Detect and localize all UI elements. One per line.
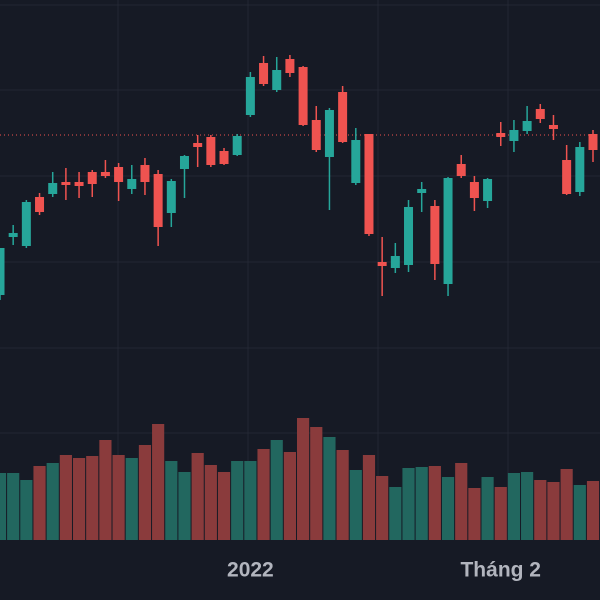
candle-body xyxy=(153,174,163,227)
candle-body xyxy=(0,248,5,295)
volume-bar xyxy=(86,456,99,540)
volume-bar xyxy=(244,461,257,540)
candle-body xyxy=(430,206,440,264)
volume-bar xyxy=(204,465,217,540)
candle-body xyxy=(114,167,124,182)
candle-body xyxy=(245,77,255,115)
x-tick-label: 2022 xyxy=(227,559,274,582)
volume-bar xyxy=(191,453,204,540)
candle-body xyxy=(285,59,295,73)
volume-bar xyxy=(534,480,547,540)
volume-bar xyxy=(283,452,296,540)
volume-bar xyxy=(59,455,72,540)
volume-bar xyxy=(468,488,481,540)
volume-bar xyxy=(507,473,521,540)
candle-body xyxy=(35,197,45,212)
candle-body xyxy=(404,207,414,265)
candle-body xyxy=(232,136,242,155)
candle-body xyxy=(193,143,203,147)
volume-bar xyxy=(415,467,428,540)
volume-bar xyxy=(270,440,283,540)
candle-body xyxy=(324,110,334,157)
volume-bar xyxy=(323,437,336,540)
candle-body xyxy=(219,151,229,164)
candle-body xyxy=(562,160,572,194)
candle-body xyxy=(298,67,308,125)
candle-body xyxy=(74,182,84,186)
volume-bar xyxy=(152,424,165,540)
candle-body xyxy=(377,262,387,266)
volume-bar xyxy=(336,450,349,540)
volume-bar xyxy=(0,473,7,540)
volume-bar xyxy=(297,418,310,540)
volume-bar xyxy=(362,455,376,540)
candle-body xyxy=(87,172,97,184)
candle-body xyxy=(21,202,31,246)
volume-bar xyxy=(99,440,112,540)
candle-body xyxy=(140,165,150,182)
volume-bar xyxy=(231,461,244,540)
candle-body xyxy=(535,109,545,119)
volume-bar xyxy=(428,466,441,540)
volume-bar xyxy=(20,480,33,540)
volume-bar xyxy=(7,473,20,540)
candle-body xyxy=(338,92,348,142)
candle-body xyxy=(61,182,71,185)
candle-body xyxy=(206,137,216,165)
candle-body xyxy=(456,164,466,176)
candle-body xyxy=(390,256,400,268)
volume-bar xyxy=(560,469,573,540)
volume-bar xyxy=(481,477,494,540)
volume-bar xyxy=(494,487,507,540)
volume-bar xyxy=(547,482,560,540)
volume-bar xyxy=(573,485,586,540)
volume-bar xyxy=(521,472,534,540)
candle-body xyxy=(311,120,321,150)
volume-bar xyxy=(112,455,125,540)
volume-bar xyxy=(46,463,59,540)
volume-bar xyxy=(257,449,270,540)
candle-body xyxy=(483,179,493,201)
candle-body xyxy=(496,133,506,137)
volume-bar xyxy=(402,468,415,540)
candle-body xyxy=(548,125,558,129)
volume-bar xyxy=(310,427,323,540)
candle-body xyxy=(443,178,453,284)
volume-bar xyxy=(376,476,389,540)
candle-body xyxy=(272,70,282,90)
volume-bar xyxy=(217,472,231,540)
candle-body xyxy=(469,182,479,198)
candle-body xyxy=(509,130,519,141)
candle-body xyxy=(48,183,58,194)
candle-body xyxy=(417,189,427,193)
candle-body xyxy=(522,121,532,131)
candle-body xyxy=(100,172,110,176)
candle-body xyxy=(259,63,269,84)
candle-body xyxy=(351,140,361,183)
volume-bar xyxy=(138,445,152,540)
candle-body xyxy=(8,233,18,237)
candle-body xyxy=(588,134,598,150)
candle-body xyxy=(166,181,176,213)
x-tick-label: Tháng 2 xyxy=(460,559,541,582)
candle-body xyxy=(575,147,585,192)
candle-body xyxy=(127,179,137,189)
volume-bar xyxy=(178,472,191,540)
volume-bar xyxy=(33,466,46,540)
volume-bar xyxy=(586,481,600,540)
volume-bar xyxy=(441,477,455,540)
volume-bar xyxy=(455,463,468,540)
volume-bar xyxy=(165,461,178,540)
candle-body xyxy=(179,156,189,169)
candle-body xyxy=(364,134,374,234)
volume-bar xyxy=(72,458,86,540)
volume-bar xyxy=(349,470,362,540)
volume-bar xyxy=(389,487,402,540)
volume-bar xyxy=(125,458,138,540)
